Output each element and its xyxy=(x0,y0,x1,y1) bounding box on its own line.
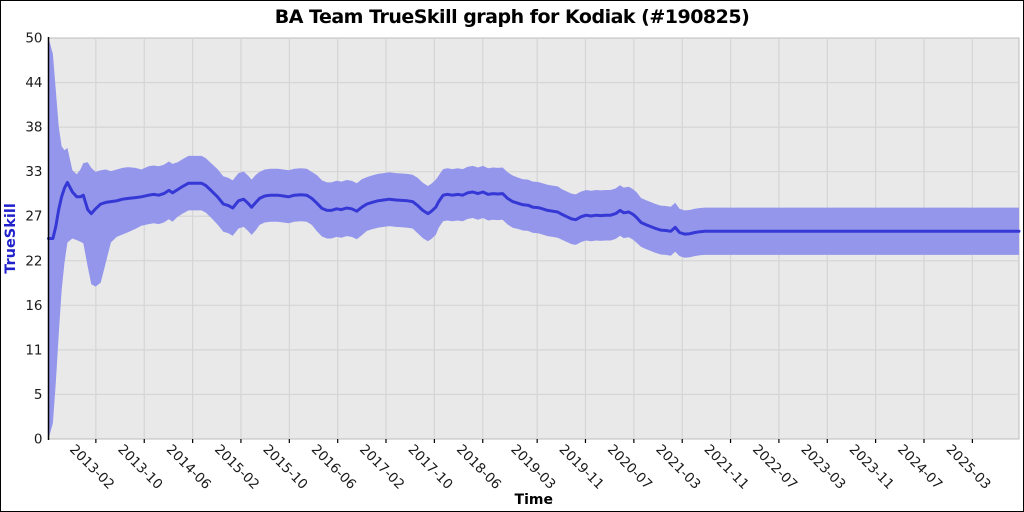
x-tick-label: 2013-02 xyxy=(66,442,117,493)
y-tick-label: 44 xyxy=(25,75,42,91)
x-tick-label: 2019-11 xyxy=(556,442,607,493)
x-tick-label: 2019-03 xyxy=(507,442,558,493)
trueskill-line xyxy=(47,180,1021,240)
y-tick-label: 11 xyxy=(25,342,42,358)
x-tick-label: 2025-03 xyxy=(943,442,994,493)
x-tick-label: 2017-10 xyxy=(405,442,456,493)
x-tick-label: 2020-07 xyxy=(604,442,655,493)
y-tick-label: 16 xyxy=(25,298,42,314)
x-tick-label: 2024-07 xyxy=(894,442,945,493)
y-tick-label: 50 xyxy=(25,31,42,47)
y-tick-label: 38 xyxy=(25,120,42,136)
x-tick-label: 2016-06 xyxy=(308,442,359,493)
x-tick-label: 2023-03 xyxy=(798,442,849,493)
x-tick-label: 2014-06 xyxy=(163,442,214,493)
y-tick-label: 27 xyxy=(25,209,42,225)
y-tick-label: 5 xyxy=(34,387,43,403)
x-tick-label: 2013-10 xyxy=(114,442,165,493)
y-tick-label: 0 xyxy=(34,432,43,448)
x-tick-label: 2018-06 xyxy=(453,442,504,493)
x-tick-label: 2023-11 xyxy=(846,442,897,493)
uncertainty-band xyxy=(48,38,1019,439)
x-tick-label: 2017-02 xyxy=(356,442,407,493)
x-tick-label: 2015-02 xyxy=(211,442,262,493)
x-axis-label: Time xyxy=(515,492,553,508)
x-tick-label: 2022-07 xyxy=(749,442,800,493)
x-tick-label: 2021-03 xyxy=(652,442,703,493)
x-tick-label: 2015-10 xyxy=(260,442,311,493)
chart-title: BA Team TrueSkill graph for Kodiak (#190… xyxy=(274,6,750,28)
x-tick-label: 2021-11 xyxy=(701,442,752,493)
y-axis-label: TrueSkill xyxy=(3,203,19,274)
y-tick-label: 22 xyxy=(25,253,42,269)
y-tick-label: 33 xyxy=(25,164,42,180)
